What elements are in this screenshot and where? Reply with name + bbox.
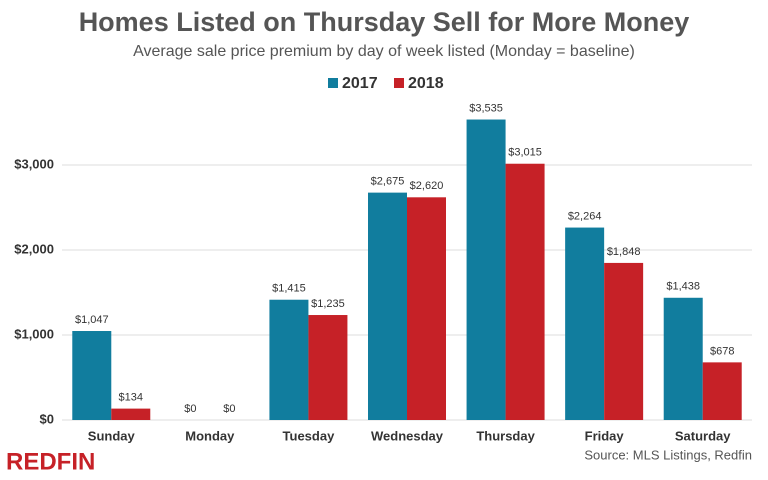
x-tick-label: Tuesday xyxy=(283,428,336,443)
legend-label: 2018 xyxy=(408,75,444,92)
value-label: $2,620 xyxy=(410,180,444,192)
value-label: $678 xyxy=(710,345,734,357)
chart-title: Homes Listed on Thursday Sell for More M… xyxy=(79,7,690,37)
y-tick-label: $2,000 xyxy=(14,241,54,256)
value-label: $2,264 xyxy=(568,210,602,222)
bar xyxy=(466,119,506,421)
value-label: $3,535 xyxy=(469,102,503,114)
value-label: $3,015 xyxy=(508,147,542,159)
x-tick-label: Wednesday xyxy=(371,428,444,443)
x-tick-label: Monday xyxy=(185,428,235,443)
value-label: $134 xyxy=(119,392,143,404)
bar xyxy=(407,197,446,420)
bar xyxy=(269,299,309,420)
bar xyxy=(308,315,348,420)
source: Source: MLS Listings, Redfin xyxy=(584,447,752,462)
y-tick-label: $0 xyxy=(40,411,54,426)
bar xyxy=(663,297,703,420)
bar xyxy=(368,192,407,420)
value-label: $1,235 xyxy=(311,298,345,310)
chart-subtitle: Average sale price premium by day of wee… xyxy=(133,43,635,60)
value-label: $0 xyxy=(184,403,196,415)
y-tick-label: $3,000 xyxy=(14,156,54,171)
logo: REDFIN xyxy=(6,448,95,475)
value-label: $1,047 xyxy=(75,314,109,326)
value-label: $2,675 xyxy=(371,176,405,188)
value-label: $1,438 xyxy=(666,281,700,293)
legend-swatch xyxy=(328,78,338,88)
bar xyxy=(565,227,605,420)
bar xyxy=(604,262,644,420)
x-tick-label: Sunday xyxy=(88,428,136,443)
value-label: $0 xyxy=(223,403,235,415)
x-tick-label: Thursday xyxy=(476,428,535,443)
bar xyxy=(702,362,742,420)
y-tick-label: $1,000 xyxy=(14,326,54,341)
bar xyxy=(72,331,112,420)
bar xyxy=(111,408,151,420)
value-label: $1,415 xyxy=(272,283,306,295)
legend-swatch xyxy=(394,78,404,88)
bar xyxy=(505,163,545,420)
x-tick-label: Friday xyxy=(585,428,625,443)
x-tick-label: Saturday xyxy=(675,428,731,443)
value-label: $1,848 xyxy=(607,246,641,258)
legend-label: 2017 xyxy=(342,75,378,92)
